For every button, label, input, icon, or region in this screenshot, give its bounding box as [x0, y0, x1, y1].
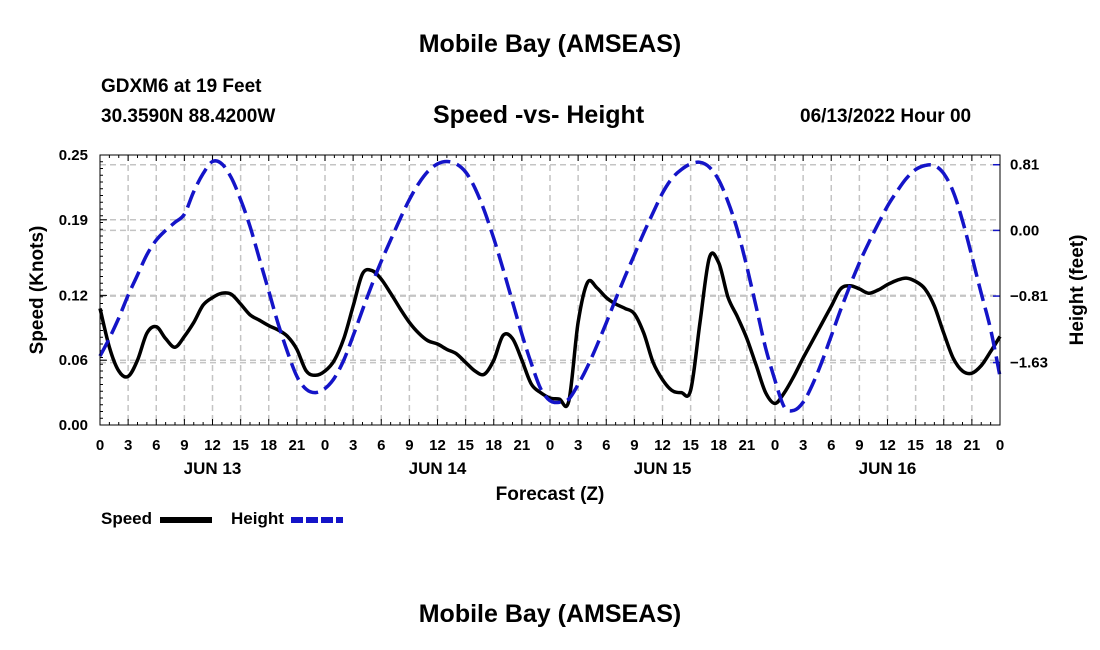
- x-tick-label: 0: [96, 437, 104, 454]
- x-tick-label: 12: [204, 437, 221, 454]
- x-tick-label: 12: [429, 437, 446, 454]
- x-axis-label: Forecast (Z): [496, 484, 605, 505]
- day-label: JUN 15: [634, 459, 692, 478]
- x-tick-label: 9: [180, 437, 188, 454]
- x-tick-label: 18: [710, 437, 727, 454]
- axis-labels: 0 3 6 9 12 15 18 21 0 3 6 9 12 15 18 21 0 3 6 9 12 15 18 21 0 3 6 9…: [59, 147, 1048, 478]
- x-tick-label: 3: [799, 437, 807, 454]
- y2-tick-label: −0.81: [1010, 288, 1048, 305]
- x-tick-label: 15: [907, 437, 924, 454]
- x-tick-label: 21: [964, 437, 981, 454]
- legend-height-label: Height: [231, 509, 284, 528]
- x-tick-label: 6: [602, 437, 610, 454]
- x-tick-label: 18: [260, 437, 277, 454]
- x-tick-label: 0: [771, 437, 779, 454]
- x-tick-label: 0: [321, 437, 329, 454]
- second-chart-title: Mobile Bay (AMSEAS): [418, 600, 682, 628]
- y-tick-label: 0.06: [59, 352, 88, 369]
- x-tick-label: 12: [879, 437, 896, 454]
- x-tick-label: 3: [349, 437, 357, 454]
- x-tick-label: 18: [485, 437, 502, 454]
- x-tick-label: 21: [739, 437, 756, 454]
- datetime-label: 06/13/2022 Hour 00: [800, 106, 972, 127]
- coordinates-label: 30.3590N 88.4200W: [101, 106, 276, 127]
- legend-speed-label: Speed: [101, 509, 153, 528]
- day-label: JUN 14: [409, 459, 467, 478]
- y-tick-label: 0.25: [59, 147, 88, 164]
- x-tick-label: 9: [855, 437, 863, 454]
- x-tick-label: 0: [546, 437, 554, 454]
- x-tick-label: 0: [996, 437, 1004, 454]
- x-tick-label: 3: [124, 437, 132, 454]
- y-axis-label: Speed (Knots): [27, 226, 48, 355]
- x-tick-label: 21: [514, 437, 531, 454]
- x-tick-label: 6: [377, 437, 385, 454]
- y-tick-label: 0.12: [59, 287, 88, 304]
- y2-tick-label: 0.81: [1010, 157, 1039, 174]
- x-tick-label: 15: [232, 437, 249, 454]
- y2-axis-label: Height (feet): [1067, 235, 1088, 346]
- series-layer: [98, 159, 1002, 413]
- x-tick-label: 18: [935, 437, 952, 454]
- y2-tick-label: −1.63: [1010, 355, 1048, 372]
- y2-tick-label: 0.00: [1010, 222, 1039, 239]
- grid-lines: [100, 155, 1000, 425]
- x-tick-label: 9: [630, 437, 638, 454]
- day-label: JUN 16: [859, 459, 917, 478]
- x-tick-label: 21: [289, 437, 306, 454]
- chart-title: Mobile Bay (AMSEAS): [418, 30, 682, 58]
- x-tick-label: 6: [827, 437, 835, 454]
- x-tick-label: 15: [457, 437, 474, 454]
- x-tick-label: 15: [682, 437, 699, 454]
- x-tick-label: 9: [405, 437, 413, 454]
- x-tick-label: 6: [152, 437, 160, 454]
- x-tick-label: 12: [654, 437, 671, 454]
- x-tick-label: 3: [574, 437, 582, 454]
- y-tick-label: 0.19: [59, 212, 88, 229]
- height-series-line: [98, 159, 1002, 413]
- plot-frame: [99, 154, 1001, 426]
- chart-subtitle: Speed -vs- Height: [433, 101, 645, 129]
- station-label: GDXM6 at 19 Feet: [101, 76, 262, 97]
- day-label: JUN 13: [184, 459, 242, 478]
- y-tick-label: 0.00: [59, 417, 88, 434]
